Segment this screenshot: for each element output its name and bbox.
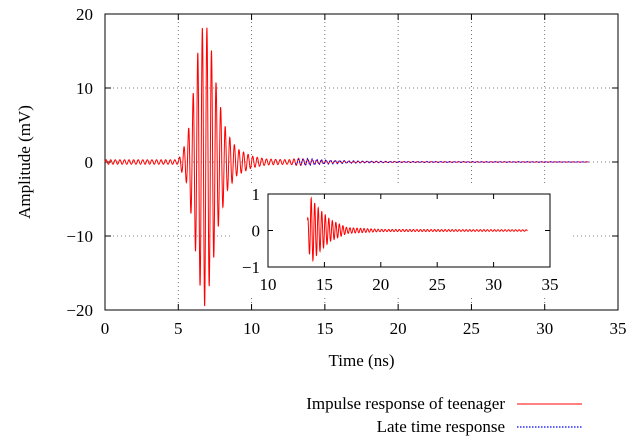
x-tick-label: 35: [610, 319, 627, 338]
inset-x-tick-label: 35: [542, 275, 559, 294]
inset-frame: [267, 193, 551, 268]
inset-x-tick-label: 15: [316, 275, 333, 294]
inset-plot: 10 15 20 25 30 35 −1 0 1: [230, 185, 570, 295]
inset-x-tick-label: 10: [260, 275, 277, 294]
y-tick-label: −20: [66, 301, 93, 320]
x-tick-label: 20: [390, 319, 407, 338]
inset-axis-ticks: 10 15 20 25 30 35 −1 0 1: [242, 185, 559, 294]
series-line-late-time: [295, 157, 589, 166]
series-line-impulse: [104, 27, 589, 307]
x-tick-label: 5: [174, 319, 183, 338]
y-axis-title: Amplitude (mV): [15, 105, 34, 219]
inset-x-tick-label: 25: [429, 275, 446, 294]
inset-y-tick-label: −1: [242, 258, 260, 277]
inset-series-group: [306, 196, 528, 263]
x-tick-label: 30: [536, 319, 553, 338]
x-tick-label: 25: [463, 319, 480, 338]
inset-y-tick-label: 1: [252, 185, 261, 204]
legend: Impulse response of teenager Late time r…: [306, 394, 582, 436]
y-tick-label: 10: [76, 79, 93, 98]
inset-background: [230, 186, 570, 295]
series-group: [104, 27, 589, 307]
y-tick-label: −10: [66, 227, 93, 246]
x-axis-title: Time (ns): [329, 351, 395, 370]
y-tick-label: 20: [76, 5, 93, 24]
legend-label-late-time: Late time response: [377, 417, 505, 436]
inset-series-line: [306, 196, 528, 263]
inset-x-tick-label: 20: [372, 275, 389, 294]
x-tick-label: 15: [316, 319, 333, 338]
inset-y-tick-label: 0: [252, 222, 261, 241]
y-tick-label: 0: [85, 153, 94, 172]
legend-label-impulse: Impulse response of teenager: [306, 394, 505, 413]
inset-x-tick-label: 30: [485, 275, 502, 294]
x-tick-label: 0: [101, 319, 110, 338]
x-tick-label: 10: [243, 319, 260, 338]
